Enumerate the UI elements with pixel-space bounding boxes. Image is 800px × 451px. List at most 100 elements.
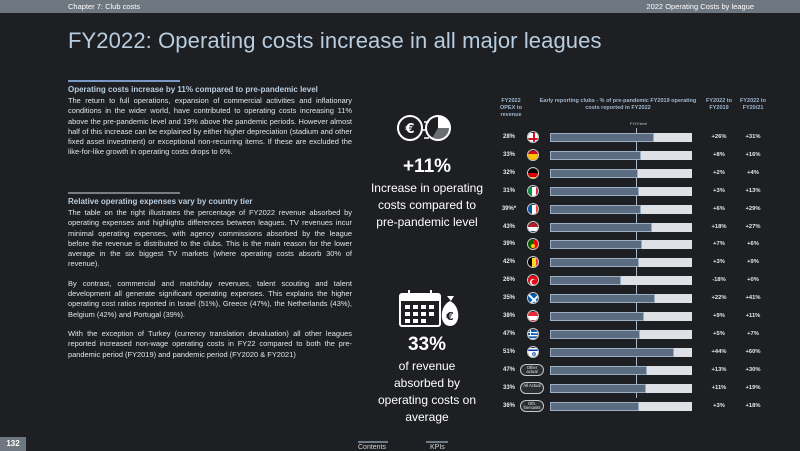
spain-flag-icon: [527, 148, 539, 161]
change-vs-fy2019: +26%: [711, 134, 727, 140]
section-heading: Relative operating expenses vary by coun…: [68, 197, 253, 206]
section-paragraph: By contrast, commercial and matchday rev…: [68, 278, 352, 319]
change-vs-fy2021: +30%: [745, 366, 761, 373]
cost-bar: [550, 276, 621, 286]
scotland-flag-icon: [527, 292, 539, 305]
change-vs-fy2021: +60%: [745, 348, 761, 355]
change-vs-fy2021: +27%: [745, 223, 761, 230]
group-label: Oth. forecasts: [520, 399, 544, 412]
euro-pie-chart-icon: €: [397, 115, 451, 141]
fy19-reference-label: FY19 level: [630, 122, 648, 126]
opex-percentage: 42%: [502, 259, 515, 266]
change-vs-fy2019: +3%: [713, 402, 725, 409]
table-row: 31% +3% +13%: [494, 182, 800, 200]
change-vs-fy2019: +18%: [711, 223, 727, 230]
change-vs-fy2019: +13%: [711, 366, 727, 373]
contents-link[interactable]: Contents: [358, 444, 387, 451]
change-vs-fy2021: +7%: [747, 330, 759, 337]
table-row: 43% +18% +27%: [494, 218, 800, 236]
change-vs-fy2021: +18%: [745, 402, 761, 409]
opex-percentage: 47%: [502, 366, 515, 373]
cost-bar: [550, 150, 642, 160]
group-label: Other actual: [520, 363, 544, 376]
england-flag-icon: [527, 131, 539, 143]
change-vs-fy2019: +6%: [713, 205, 725, 212]
cost-bar: [550, 222, 652, 232]
table-row: 47% Other actual +13% +30%: [494, 361, 800, 379]
svg-text:€: €: [445, 310, 454, 323]
table-row: 33% All Actual +11% +19%: [494, 379, 800, 397]
france-flag-icon: [527, 202, 539, 215]
cost-bar: [550, 204, 642, 214]
opex-percentage: 43%: [502, 223, 515, 230]
portugal-flag-icon: [527, 238, 539, 251]
cost-bar: [550, 258, 639, 268]
table-row: 39% +7% +6%: [494, 235, 800, 253]
italy-flag-icon: [527, 184, 539, 197]
table-row: 33% +8% +16%: [494, 146, 800, 164]
cost-bar: [550, 329, 641, 339]
section-heading: Operating costs increase by 11% compared…: [68, 85, 318, 94]
cost-bar: [550, 401, 639, 411]
opex-percentage: 47%: [502, 330, 515, 337]
cost-bar: [550, 365, 648, 375]
column-header-opex: FY2022 OPEX to revenue: [499, 98, 522, 118]
column-header-fy2021: FY2022 to FY20/21: [740, 98, 766, 111]
change-vs-fy2021: +9%: [747, 259, 759, 266]
change-vs-fy2021: +16%: [745, 151, 761, 158]
opex-percentage: 33%: [502, 151, 515, 158]
document-title: 2022 Operating Costs by league: [646, 2, 754, 11]
nav-underline: [358, 441, 388, 443]
turkey-flag-icon: [527, 274, 539, 287]
bar-track: [550, 276, 692, 286]
change-vs-fy2021: +31%: [745, 134, 761, 140]
kpis-link[interactable]: KPIs: [430, 444, 445, 451]
nav-underline: [426, 441, 448, 443]
israel-flag-icon: [527, 345, 539, 358]
highlight-value: +11%: [402, 156, 452, 177]
highlight-caption: of revenue absorbed by operating costs o…: [377, 359, 477, 424]
change-vs-fy2019: +44%: [711, 348, 727, 355]
cost-bar: [550, 168, 638, 178]
table-row: 39%* +6% +29%: [494, 200, 800, 218]
cost-bar: [550, 347, 674, 357]
change-vs-fy2019: +7%: [713, 241, 725, 248]
austria-flag-icon: [527, 310, 539, 322]
netherlands-flag-icon: [527, 220, 539, 233]
table-row: 42% +3% +9%: [494, 253, 800, 271]
top-bar: Chapter 7: Club costs 2022 Operating Cos…: [0, 0, 800, 13]
opex-percentage: 28%: [502, 134, 515, 140]
change-vs-fy2019: +8%: [713, 151, 725, 158]
change-vs-fy2021: +6%: [747, 241, 759, 248]
opex-percentage: 39%: [502, 241, 515, 248]
opex-percentage: 39%*: [501, 205, 517, 212]
table-row: 36% Oth. forecasts +3% +18%: [494, 397, 800, 415]
change-vs-fy2019: +9%: [713, 313, 725, 319]
highlight-caption: Increase in operating costs compared to …: [370, 181, 484, 229]
svg-text:€: €: [404, 122, 414, 137]
change-vs-fy2019: +3%: [713, 259, 725, 266]
section-country-tier: Relative operating expenses vary by coun…: [68, 196, 352, 360]
column-header-fy2019: FY2022 to FY2019: [706, 98, 732, 111]
opex-percentage: 35%: [502, 295, 515, 302]
change-vs-fy2019: +22%: [711, 295, 727, 302]
opex-percentage: 36%: [502, 402, 515, 409]
calendar-money-bag-icon: €: [399, 290, 459, 327]
change-vs-fy2021: +13%: [745, 187, 761, 194]
table-row: 26% -18% +0%: [494, 271, 800, 289]
opex-percentage: 26%: [502, 277, 515, 284]
opex-table: FY2022 OPEX to revenue Early reporting c…: [494, 94, 800, 412]
change-vs-fy2021: +11%: [745, 313, 761, 319]
table-row: 28% +26% +31%: [494, 128, 800, 146]
change-vs-fy2019: +2%: [713, 169, 725, 176]
table-row: 38% +9% +11%: [494, 307, 800, 325]
cost-bar: [550, 240, 643, 250]
change-vs-fy2021: +19%: [745, 384, 761, 391]
page-title: FY2022: Operating costs increase in all …: [68, 28, 602, 53]
change-vs-fy2021: +4%: [747, 169, 759, 176]
section-paragraph: With the exception of Turkey (currency t…: [68, 328, 352, 359]
greece-flag-icon: [527, 327, 539, 340]
change-vs-fy2019: +5%: [713, 330, 725, 337]
highlight-operating-cost-increase: +11% Increase in operating costs compare…: [362, 156, 492, 231]
